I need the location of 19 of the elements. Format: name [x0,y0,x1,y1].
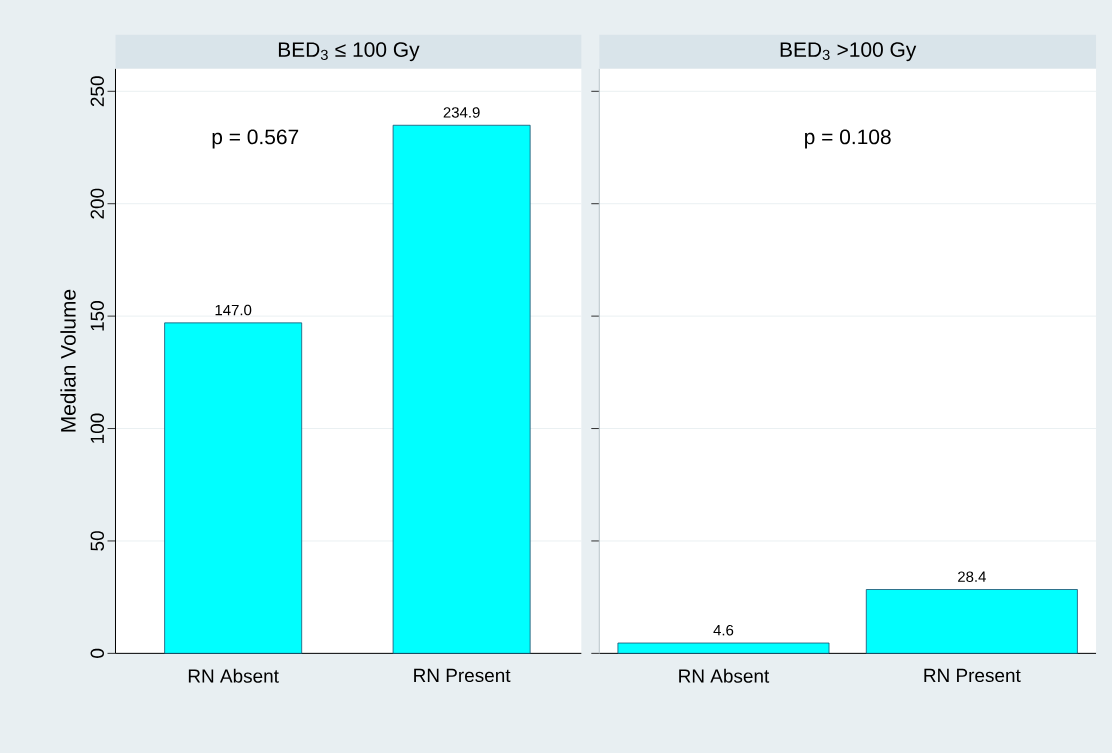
y-tick-label: 50 [90,531,104,551]
x-tick-label: RN Absent [188,668,279,683]
x-tick-label: RN Present [414,668,511,683]
annotation: p = 0.567 [212,129,299,149]
data-label: 4.6 [713,624,734,636]
x-tick-label: RN Absent [679,668,770,683]
chart-title: BED$_{3}$ ≤ 100 Gy [278,42,420,62]
chart-title: BED$_{3}$ >100 Gy [780,42,917,62]
data-label: 234.9 [443,107,480,118]
y-tick-label: 0 [90,648,104,658]
y-tick-label: 150 [90,301,104,331]
annotation: p = 0.108 [805,129,891,149]
y-tick-label: 100 [90,413,104,443]
y-axis-title: Median Volume [60,289,76,432]
data-label: 28.4 [958,571,986,582]
x-tick-label: RN Present [924,668,1021,683]
data-label: 147.0 [215,304,252,316]
y-tick-label: 200 [90,188,104,219]
y-tick-label: 250 [90,76,104,107]
